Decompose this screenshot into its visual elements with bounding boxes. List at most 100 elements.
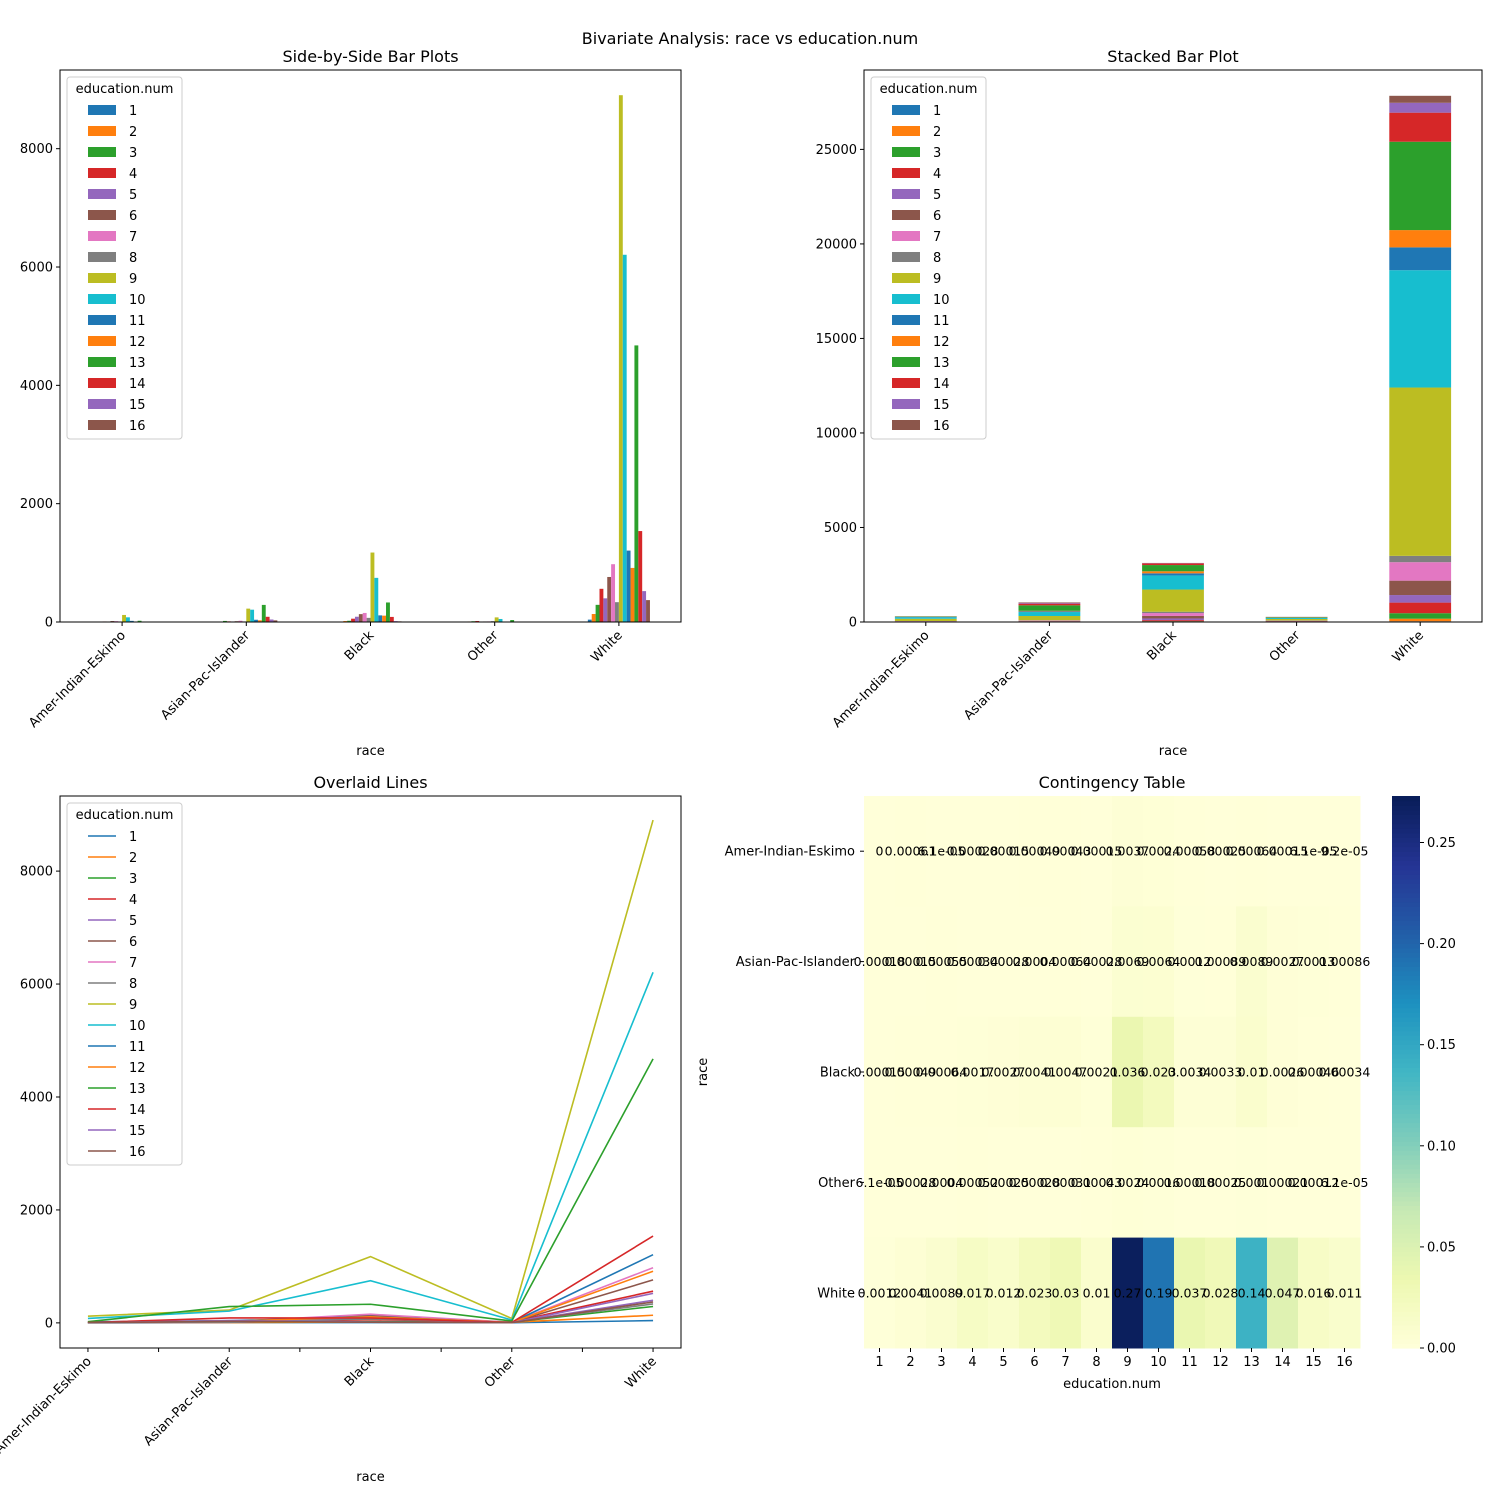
legend-swatch <box>88 420 116 430</box>
heatmap-annotation: 0.016 <box>1296 1285 1332 1300</box>
legend-entry: 16 <box>933 419 950 434</box>
colorbar-strip <box>1392 1237 1420 1243</box>
colorbar-strip <box>1392 1003 1420 1009</box>
heatmap-cell <box>988 1127 1020 1239</box>
legend-entry: 14 <box>129 1103 146 1118</box>
y-tick-label: 8000 <box>20 142 53 157</box>
heatmap-cell <box>1267 1127 1299 1239</box>
heatmap-annotation: 0.0089 <box>1230 954 1274 969</box>
bar <box>257 620 262 622</box>
colorbar-strip <box>1392 1269 1420 1275</box>
heatmap-annotation: 0.00043 <box>1040 844 1092 859</box>
heatmap-cell <box>1174 1016 1206 1128</box>
heatmap-cell <box>988 1237 1020 1349</box>
y-tick-label: 25000 <box>816 143 857 158</box>
legend-entry: 8 <box>129 977 137 992</box>
x-axis-label: race <box>356 744 384 759</box>
legend-entry: 12 <box>933 335 950 350</box>
heatmap-cell <box>1174 1127 1206 1239</box>
heatmap-cell <box>1205 1127 1237 1239</box>
heatmap-annotation: 0 <box>876 844 884 859</box>
heatmap-cell <box>1019 796 1051 907</box>
stacked-bar-segment <box>1389 95 1452 103</box>
colorbar-strip <box>1392 1095 1420 1101</box>
legend-swatch <box>892 231 920 241</box>
colorbar-strip <box>1392 1251 1420 1257</box>
heatmap-cell <box>1112 1016 1144 1128</box>
colorbar-strip <box>1392 943 1420 949</box>
heatmap-annotation: 0.0027 <box>982 1065 1026 1080</box>
colorbar-strip <box>1392 966 1420 972</box>
legend-swatch <box>892 378 920 388</box>
heatmap-annotation: 0.0024 <box>1137 844 1181 859</box>
x-tick-label: 11 <box>1181 1355 1198 1370</box>
heatmap-cell <box>864 796 896 907</box>
y-tick-label: Black <box>820 1066 856 1081</box>
x-axis-label: race <box>1159 744 1187 759</box>
heatmap-cell <box>895 796 927 907</box>
legend-entry: 8 <box>129 251 137 266</box>
colorbar-tick-label: 0.05 <box>1427 1240 1456 1255</box>
heatmap-annotation: 0.0064 <box>1137 954 1181 969</box>
legend-box <box>870 76 987 440</box>
stacked-bar-segment <box>1018 612 1081 616</box>
series-line <box>87 1301 654 1324</box>
colorbar-strip <box>1392 957 1420 963</box>
heatmap-annotation: 0.03 <box>1052 1285 1080 1300</box>
heatmap-annotation: 0.0021 <box>1075 1065 1119 1080</box>
y-tick-label: 4000 <box>20 379 53 394</box>
y-tick-label: Asian-Pac-Islander <box>736 955 856 970</box>
legend-swatch <box>892 252 920 262</box>
heatmap-annotation: 0.0026 <box>1261 1065 1305 1080</box>
heatmap-cell <box>1205 1016 1237 1128</box>
legend-entry: 15 <box>933 398 950 413</box>
figure-suptitle: Bivariate Analysis: race vs education.nu… <box>582 29 918 48</box>
legend-entry: 16 <box>129 419 146 434</box>
heatmap-annotation: 0.011 <box>1327 1285 1363 1300</box>
colorbar-strip <box>1392 878 1420 884</box>
y-tick-label: 0 <box>45 1316 53 1331</box>
colorbar-strip <box>1392 1127 1420 1133</box>
bar <box>510 620 515 622</box>
legend-swatch <box>88 210 116 220</box>
stacked-bar-segment <box>1389 613 1452 619</box>
stacked-bar-segment <box>1389 102 1452 113</box>
legend-swatch <box>892 168 920 178</box>
colorbar-strip <box>1392 1274 1420 1280</box>
heatmap-annotation: 0.00015 <box>978 844 1030 859</box>
heatmap-annotation: 6.1e-05 <box>918 844 966 859</box>
bar <box>246 608 251 622</box>
stacked-bar-segment <box>1142 618 1204 621</box>
colorbar-strip <box>1392 1191 1420 1197</box>
heatmap-annotation: 0.0047 <box>1044 1065 1088 1080</box>
bar <box>607 576 612 622</box>
heatmap-cell <box>1298 1016 1330 1128</box>
heatmap-annotation: 0.001 <box>1234 1175 1270 1190</box>
heatmap-cell <box>1081 1237 1113 1349</box>
heatmap-cell <box>1298 906 1330 1018</box>
stacked-bar-segment <box>1142 575 1204 590</box>
legend-entry: 3 <box>933 146 941 161</box>
heatmap-cell <box>957 1237 989 1349</box>
colorbar-strip <box>1392 1039 1420 1045</box>
x-tick-label: 9 <box>1123 1355 1131 1370</box>
colorbar-strip <box>1392 1233 1420 1239</box>
legend-swatch <box>88 231 116 241</box>
contingency-heatmap: 0 0.000616.1e-050.000280.000150.000490.00… <box>696 773 1456 1392</box>
heatmap-annotation: 0.0033 <box>1199 1065 1243 1080</box>
heatmap-cell <box>1050 1016 1082 1128</box>
colorbar-strip <box>1392 980 1420 986</box>
heatmap-cell <box>1050 906 1082 1018</box>
heatmap-annotation: 0.0017 <box>951 1065 995 1080</box>
x-tick-label: 4 <box>968 1355 976 1370</box>
heatmap-annotation: 0.0041 <box>1013 1065 1057 1080</box>
colorbar-strip <box>1392 1090 1420 1096</box>
colorbar-strip <box>1392 1260 1420 1266</box>
stacked-bar-segment <box>1142 565 1204 572</box>
heatmap-cell <box>1143 1237 1175 1349</box>
heatmap-annotation: 0.00025 <box>978 1175 1030 1190</box>
colorbar-strip <box>1392 1145 1420 1151</box>
legend-entry: 12 <box>129 335 146 350</box>
heatmap-annotation: 0.00046 <box>1288 1065 1340 1080</box>
stacked-bar-segment <box>1389 580 1452 596</box>
